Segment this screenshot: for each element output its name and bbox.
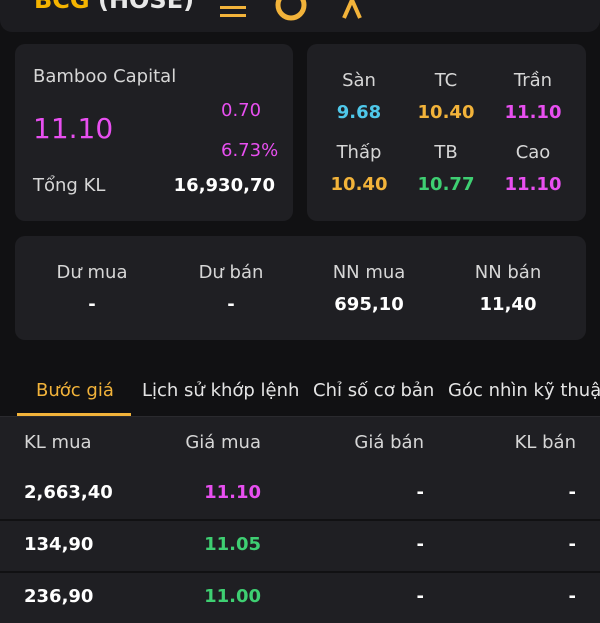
floor-label: Sàn bbox=[342, 70, 376, 91]
bid-volume-cell: 2,663,40 bbox=[24, 482, 113, 503]
low-price: 10.40 bbox=[330, 174, 388, 195]
ask-volume-cell: - bbox=[568, 482, 576, 503]
table-row[interactable]: 2,663,40 11.10 - - bbox=[0, 469, 600, 519]
order-flow-card: Dư mua - Dư bán - NN mua 695,10 NN bán 1… bbox=[15, 236, 586, 340]
high-price: 11.10 bbox=[504, 174, 562, 195]
ask-price-cell: - bbox=[416, 534, 424, 555]
reference-price: 10.40 bbox=[417, 102, 475, 123]
foreign-buy-label: NN mua bbox=[332, 262, 406, 283]
bid-price-cell: 11.10 bbox=[204, 482, 261, 503]
ceiling-label: Trần bbox=[513, 70, 553, 91]
price-change: 0.70 bbox=[221, 100, 262, 121]
col-ask-volume: KL bán bbox=[514, 432, 576, 453]
info-icon[interactable] bbox=[274, 0, 308, 22]
orderbook-header: KL mua Giá mua Giá bán KL bán bbox=[0, 417, 600, 469]
col-ask-price: Giá bán bbox=[354, 432, 424, 453]
current-price: 11.10 bbox=[33, 112, 114, 145]
company-name: Bamboo Capital bbox=[33, 66, 177, 87]
ask-surplus-value: - bbox=[227, 294, 235, 315]
ask-volume-cell: - bbox=[568, 586, 576, 607]
high-label: Cao bbox=[515, 142, 551, 163]
foreign-sell-value: 11,40 bbox=[479, 294, 537, 315]
tab-bar: Bước giá Lịch sử khớp lệnh Chỉ số cơ bản… bbox=[0, 366, 600, 418]
summary-card: Bamboo Capital 11.10 0.70 6.73% Tổng KL … bbox=[15, 44, 293, 221]
foreign-sell-label: NN bán bbox=[474, 262, 542, 283]
price-change-percent: 6.73% bbox=[221, 140, 279, 161]
ask-price-cell: - bbox=[416, 586, 424, 607]
price-levels-card: Sàn 9.68 TC 10.40 Trần 11.10 Thấp 10.40 … bbox=[307, 44, 586, 221]
ask-price-cell: - bbox=[416, 482, 424, 503]
col-bid-price: Giá mua bbox=[185, 432, 261, 453]
tab-match-history[interactable]: Lịch sử khớp lệnh bbox=[142, 380, 300, 401]
ceiling-price: 11.10 bbox=[504, 102, 562, 123]
ticker-exchange: (HOSE) bbox=[97, 0, 195, 14]
tab-technical-view[interactable]: Góc nhìn kỹ thuật bbox=[448, 380, 600, 401]
table-row[interactable]: 236,90 11.00 - - bbox=[0, 573, 600, 623]
total-volume-label: Tổng KL bbox=[33, 175, 106, 196]
total-volume-value: 16,930,70 bbox=[173, 175, 275, 196]
header-bar: BCG (HOSE) bbox=[0, 0, 600, 32]
ticker-symbol: BCG bbox=[34, 0, 90, 14]
bid-volume-cell: 134,90 bbox=[24, 534, 94, 555]
reference-label: TC bbox=[434, 70, 458, 91]
tab-fundamentals[interactable]: Chỉ số cơ bản bbox=[313, 380, 435, 401]
average-price: 10.77 bbox=[417, 174, 475, 195]
average-label: TB bbox=[434, 142, 458, 163]
alert-icon[interactable] bbox=[334, 0, 370, 22]
tabs-divider bbox=[0, 416, 600, 417]
ask-volume-cell: - bbox=[568, 534, 576, 555]
menu-icon[interactable] bbox=[216, 0, 250, 22]
table-row[interactable]: 134,90 11.05 - - bbox=[0, 521, 600, 571]
bid-surplus-label: Dư mua bbox=[56, 262, 128, 283]
bid-price-cell: 11.05 bbox=[204, 534, 261, 555]
floor-price: 9.68 bbox=[336, 102, 382, 123]
tab-price-steps[interactable]: Bước giá bbox=[36, 380, 114, 401]
bid-price-cell: 11.00 bbox=[204, 586, 261, 607]
ticker-title: BCG (HOSE) bbox=[34, 0, 194, 14]
low-label: Thấp bbox=[336, 142, 382, 163]
ask-surplus-label: Dư bán bbox=[198, 262, 264, 283]
col-bid-volume: KL mua bbox=[24, 432, 92, 453]
foreign-buy-value: 695,10 bbox=[334, 294, 404, 315]
active-tab-indicator bbox=[17, 413, 131, 416]
bid-volume-cell: 236,90 bbox=[24, 586, 94, 607]
bid-surplus-value: - bbox=[88, 294, 96, 315]
